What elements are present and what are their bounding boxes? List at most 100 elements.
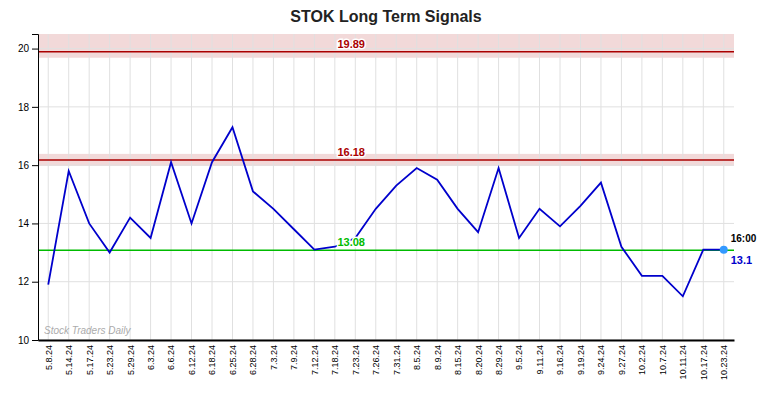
x-tick: 8.15.24 — [453, 340, 463, 375]
y-tick: 16 — [18, 160, 38, 171]
x-tick: 10.17.24 — [699, 340, 709, 380]
x-tick-label: 8.5.24 — [412, 345, 422, 370]
y-axis: 10 12 14 16 18 20 — [18, 35, 39, 346]
x-tick: 7.3.24 — [269, 340, 279, 370]
y-tick-label: 10 — [18, 335, 30, 346]
y-tick: 12 — [18, 276, 38, 287]
x-axis-line — [39, 340, 735, 342]
grid-line — [437, 34, 438, 340]
y-tick-label: 18 — [18, 102, 30, 113]
grid-line — [252, 34, 253, 340]
grid-line — [580, 34, 581, 340]
reference-label: 16.18 — [337, 146, 365, 158]
watermark: Stock Traders Daily — [44, 325, 132, 336]
y-tick-mark — [32, 282, 38, 283]
x-tick-label: 7.23.24 — [351, 345, 361, 375]
x-tick: 10.23.24 — [719, 340, 729, 380]
grid-line — [68, 34, 69, 340]
x-tick-label: 7.9.24 — [289, 345, 299, 370]
x-tick-label: 8.20.24 — [473, 345, 483, 375]
x-tick-label: 8.9.24 — [433, 345, 443, 370]
x-tick-label: 10.17.24 — [699, 345, 709, 380]
y-tick-mark — [32, 223, 38, 224]
x-tick-label: 7.3.24 — [269, 345, 279, 370]
x-tick-label: 6.25.24 — [228, 345, 238, 375]
x-tick: 9.16.24 — [555, 340, 565, 375]
x-tick: 6.3.24 — [146, 340, 156, 370]
grid-line — [130, 34, 131, 340]
x-tick: 10.7.24 — [658, 340, 668, 375]
x-tick-label: 9.19.24 — [576, 345, 586, 375]
x-tick: 9.19.24 — [576, 340, 586, 375]
x-tick: 8.20.24 — [473, 340, 483, 375]
x-tick: 7.9.24 — [289, 340, 299, 370]
y-tick-mark — [32, 340, 38, 341]
grid-line — [89, 34, 90, 340]
x-tick-label: 9.16.24 — [555, 345, 565, 375]
grid-line — [519, 34, 520, 340]
x-tick: 7.23.24 — [351, 340, 361, 375]
reference-band — [38, 154, 734, 166]
x-tick-label: 10.7.24 — [658, 345, 668, 375]
reference-label: 13.08 — [337, 236, 365, 248]
y-tick-mark — [32, 165, 38, 166]
reference-band — [38, 34, 734, 58]
x-tick-label: 6.3.24 — [146, 345, 156, 370]
grid-line — [38, 106, 734, 107]
x-tick-label: 5.8.24 — [44, 345, 54, 370]
grid-line — [662, 34, 663, 340]
grid-line — [212, 34, 213, 340]
x-tick-label: 5.17.24 — [85, 345, 95, 375]
x-tick-label: 5.14.24 — [64, 345, 74, 375]
grid-line — [38, 48, 734, 49]
x-tick: 9.27.24 — [617, 340, 627, 375]
grid-line — [150, 34, 151, 340]
x-tick-label: 8.15.24 — [453, 345, 463, 375]
y-tick-label: 14 — [18, 218, 30, 229]
x-tick: 9.24.24 — [596, 340, 606, 375]
grid-line — [355, 34, 356, 340]
grid-line — [478, 34, 479, 340]
y-tick: 18 — [18, 102, 38, 113]
x-tick-label: 7.31.24 — [392, 345, 402, 375]
x-tick: 5.8.24 — [44, 340, 54, 370]
grid-line — [314, 34, 315, 340]
grid-line — [334, 34, 335, 340]
x-tick: 10.2.24 — [637, 340, 647, 375]
x-tick: 8.5.24 — [412, 340, 422, 370]
grid-line — [171, 34, 172, 340]
grid-line — [38, 165, 734, 166]
x-tick: 5.29.24 — [125, 340, 135, 375]
x-tick: 6.12.24 — [187, 340, 197, 375]
x-tick-label: 6.28.24 — [248, 345, 258, 375]
grid-line — [38, 340, 734, 341]
grid-line — [375, 34, 376, 340]
y-axis-line — [32, 35, 39, 341]
x-axis: 5.8.24 5.14.24 5.17.24 5.23.24 5.29.24 6.3.24… — [39, 340, 735, 380]
x-tick: 8.9.24 — [433, 340, 443, 370]
x-tick-label: 9.5.24 — [514, 345, 524, 370]
grid-line — [48, 34, 49, 340]
x-tick-label: 7.18.24 — [330, 345, 340, 375]
grid-line — [539, 34, 540, 340]
x-tick-label: 10.11.24 — [678, 345, 688, 379]
x-tick: 7.31.24 — [392, 340, 402, 375]
reference-line — [38, 249, 734, 251]
reference-label: 19.89 — [337, 38, 365, 50]
x-tick: 7.18.24 — [330, 340, 340, 375]
y-tick-label: 20 — [18, 43, 30, 54]
x-tick: 10.11.24 — [678, 340, 688, 379]
x-tick: 6.6.24 — [166, 340, 176, 370]
x-tick-label: 10.2.24 — [637, 345, 647, 375]
x-tick-label: 8.29.24 — [494, 345, 504, 375]
chart: STOK Long Term Signals5.8.245.14.245.17.… — [0, 0, 784, 398]
bands — [38, 34, 734, 166]
x-tick: 6.18.24 — [207, 340, 217, 375]
grid-line — [416, 34, 417, 340]
x-tick: 5.14.24 — [64, 340, 74, 375]
x-tick: 5.23.24 — [105, 340, 115, 375]
last-time: 16:00 — [731, 233, 757, 244]
grid-line — [38, 223, 734, 224]
grid-line — [641, 34, 642, 340]
grid-line — [621, 34, 622, 340]
